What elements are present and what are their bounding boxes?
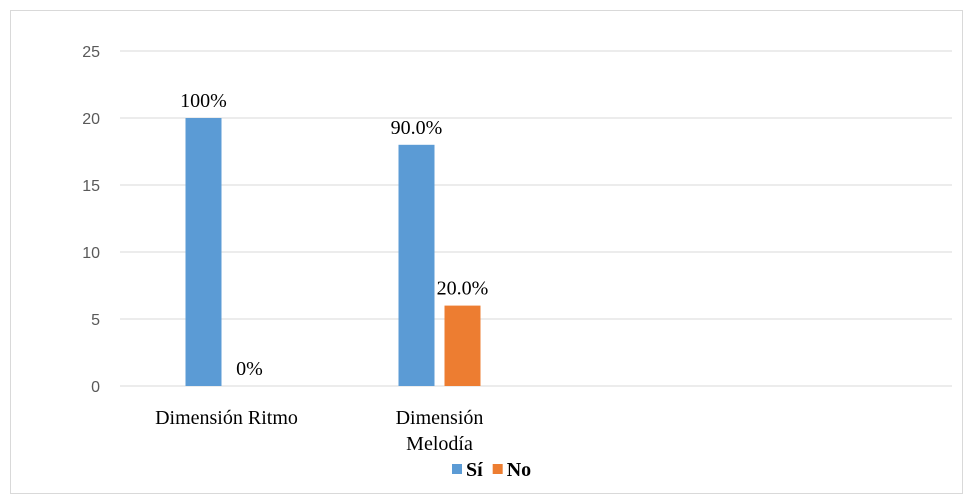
data-label: 20.0% — [437, 278, 489, 300]
x-category-label: Dimensión Ritmo — [155, 407, 298, 429]
bar-no-1 — [444, 305, 481, 386]
legend: Sí No — [452, 459, 531, 481]
x-category-label: Melodía — [406, 433, 473, 455]
y-tick-label: 5 — [91, 312, 100, 329]
y-tick-label: 20 — [82, 111, 100, 128]
x-category-label: Dimensión — [396, 407, 484, 429]
data-label: 0% — [236, 358, 263, 380]
bar-si-0 — [185, 118, 222, 386]
gridlines — [120, 50, 952, 387]
legend-swatch-no — [492, 464, 503, 474]
bars — [185, 118, 481, 386]
y-tick-label: 15 — [82, 178, 100, 195]
legend-swatch-si — [452, 464, 462, 474]
y-tick-label: 25 — [82, 44, 100, 61]
data-label: 100% — [180, 90, 227, 112]
x-axis-categories: Dimensión Ritmo Dimensión Melodía — [155, 407, 483, 455]
y-axis-ticks: 0 5 10 15 20 25 — [82, 44, 100, 396]
y-tick-label: 10 — [82, 245, 100, 262]
bar-si-1 — [398, 144, 435, 386]
legend-label: Sí — [466, 459, 483, 481]
legend-label: No — [507, 459, 531, 481]
data-labels: 100% 0% 90.0% 20.0% — [180, 90, 488, 380]
y-tick-label: 0 — [91, 379, 100, 396]
data-label: 90.0% — [391, 117, 443, 139]
